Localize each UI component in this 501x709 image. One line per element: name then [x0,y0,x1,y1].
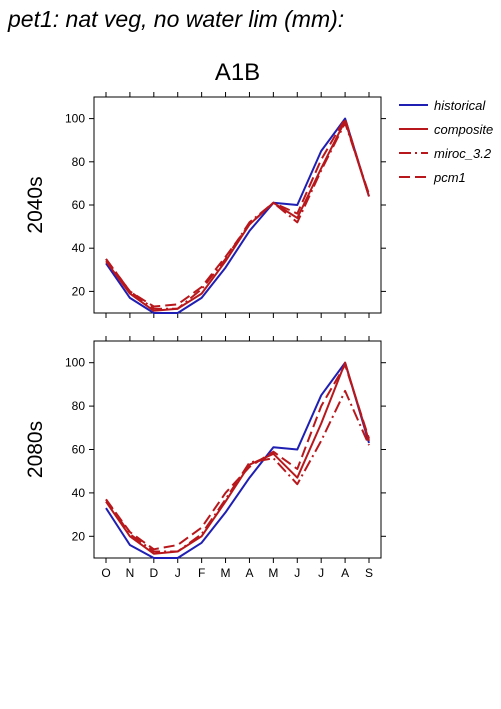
series-line-pcm1 [105,363,370,551]
page-title: pet1: nat veg, no water lim (mm): [8,6,345,32]
x-tick-label: D [149,566,158,580]
series-line-miroc_3.2 [105,389,370,553]
series-line-composite [105,361,370,555]
legend-label-pcm1: pcm1 [433,170,466,185]
legend-label-miroc_3.2: miroc_3.2 [434,146,492,161]
x-tick-label: J [318,566,324,580]
x-tick-label: A [341,566,349,580]
y-tick-label: 40 [72,486,86,500]
legend-label-historical: historical [434,98,486,113]
y-tick-label: 100 [65,356,85,370]
row-label-2080s: 2080s [24,421,47,478]
x-tick-label: J [175,566,181,580]
y-tick-label: 80 [72,155,86,169]
x-tick-label: M [268,566,278,580]
y-tick-label: 60 [72,198,86,212]
row-label-2040s: 2040s [24,176,47,233]
x-tick-label: M [221,566,231,580]
x-tick-label: S [365,566,373,580]
x-tick-label: N [126,566,135,580]
series-line-historical [105,117,370,314]
y-tick-label: 20 [72,284,86,298]
scenario-title: A1B [215,59,260,86]
legend: historical composite miroc_3.2 pcm1 [399,98,493,185]
legend-label-composite: composite [434,122,493,137]
series-line-composite [105,119,370,312]
x-tick-label: O [101,566,110,580]
x-tick-label: J [294,566,300,580]
x-tick-label: A [245,566,253,580]
series-line-pcm1 [105,117,370,308]
y-tick-label: 20 [72,529,86,543]
y-tick-label: 100 [65,112,85,126]
series-line-historical [105,361,370,559]
y-tick-label: 80 [72,399,86,413]
panel-2040s: 20 40 60 80 100 2040s [24,92,386,318]
x-tick-label: F [198,566,205,580]
y-tick-label: 60 [72,443,86,457]
y-tick-label: 40 [72,241,86,255]
